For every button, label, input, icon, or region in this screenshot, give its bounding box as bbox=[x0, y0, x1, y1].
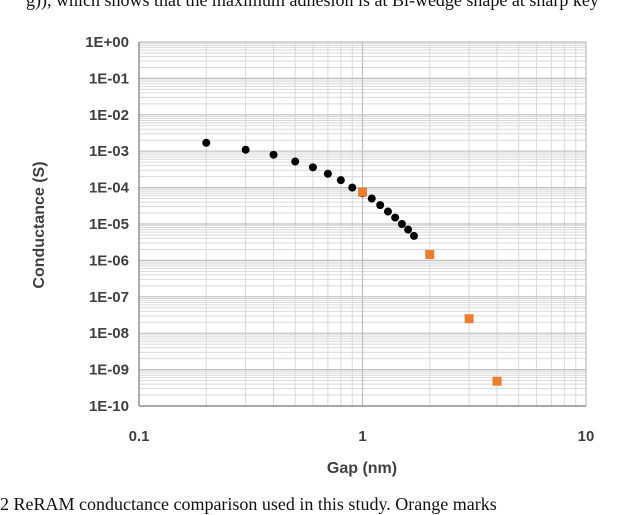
caption-bottom-text: 2 ReRAM conductance comparison used in t… bbox=[0, 494, 497, 514]
black-circle-point bbox=[376, 201, 385, 210]
black-circle-point bbox=[404, 225, 413, 234]
orange-square-point bbox=[464, 314, 474, 324]
y-tick-label: 1E-04 bbox=[89, 180, 130, 197]
orange-square-point bbox=[492, 376, 502, 386]
y-tick-label: 1E-05 bbox=[89, 216, 129, 233]
orange-square-point bbox=[425, 250, 435, 260]
orange-square-point bbox=[358, 187, 367, 197]
y-tick-label: 1E-08 bbox=[89, 325, 129, 342]
y-tick-label: 1E+00 bbox=[85, 34, 129, 51]
data-points bbox=[202, 138, 502, 386]
black-circle-point bbox=[391, 213, 400, 222]
x-tick-label: 1 bbox=[358, 428, 366, 445]
y-tick-label: 1E-06 bbox=[89, 252, 129, 269]
black-circle-point bbox=[202, 138, 211, 147]
y-tick-label: 1E-02 bbox=[89, 107, 129, 124]
y-tick-label: 1E-07 bbox=[89, 289, 129, 306]
y-tick-label: 1E-10 bbox=[89, 398, 129, 415]
black-circle-point bbox=[383, 207, 392, 216]
black-circle-point bbox=[336, 176, 345, 185]
black-circle-point bbox=[269, 150, 278, 159]
y-tick-label: 1E-01 bbox=[89, 70, 129, 87]
black-circle-point bbox=[323, 169, 332, 178]
x-tick-label: 0.1 bbox=[129, 428, 150, 445]
black-circle-point bbox=[308, 163, 317, 172]
black-circle-point bbox=[241, 145, 250, 154]
black-circle-point bbox=[367, 194, 376, 203]
black-circle-point bbox=[348, 183, 357, 192]
y-axis-title: Conductance (S) bbox=[31, 161, 48, 288]
axes bbox=[138, 42, 586, 407]
black-circle-point bbox=[397, 220, 406, 228]
y-tick-label: 1E-09 bbox=[89, 362, 129, 379]
tick-labels: 1E+00 1E-01 1E-02 1E-03 1E-04 1E-05 1E-06 1E-07… bbox=[85, 34, 594, 445]
y-tick-label: 1E-03 bbox=[89, 143, 129, 160]
black-circle-point bbox=[291, 157, 300, 166]
black-circle-point bbox=[410, 231, 419, 240]
x-tick-label: 10 bbox=[578, 428, 595, 445]
caption-top-text: g)), which shows that the maximum adhesi… bbox=[26, 0, 599, 10]
grid-lines bbox=[138, 41, 587, 407]
x-axis-title: Gap (nm) bbox=[327, 460, 397, 477]
